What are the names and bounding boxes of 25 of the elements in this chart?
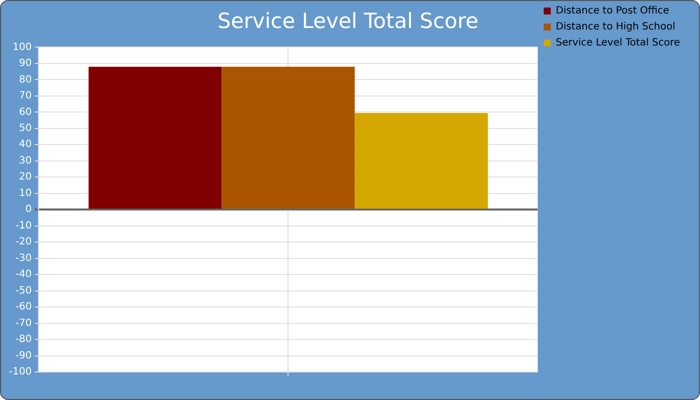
y-tick-label: -70: [15, 318, 32, 329]
legend-label: Distance to Post Office: [556, 6, 670, 17]
y-tick-label: -80: [15, 334, 32, 346]
y-tick-label: 30: [18, 155, 32, 166]
y-tick-label: -10: [15, 220, 32, 232]
y-tick-label: 90: [18, 58, 32, 70]
y-tick-label: -20: [15, 236, 32, 248]
y-tick-label: 40: [18, 139, 32, 150]
y-tick-label: 0: [25, 204, 32, 216]
y-tick-label: -100: [8, 366, 32, 378]
y-tick-label: -30: [15, 252, 32, 264]
legend-label: Distance to High School: [556, 22, 676, 33]
y-tick-label: -40: [15, 269, 32, 280]
y-tick-label: 100: [12, 42, 32, 53]
y-tick-label: 60: [18, 106, 32, 118]
y-tick-label: 50: [18, 122, 32, 134]
y-tick-label: -50: [15, 285, 32, 296]
y-tick-label: -90: [15, 350, 32, 362]
y-tick-label: 10: [18, 188, 32, 199]
y-tick-label: -60: [15, 302, 32, 313]
legend-label: Service Level Total Score: [556, 38, 680, 49]
y-tick-label: 70: [18, 90, 32, 102]
y-tick-label: 20: [18, 172, 32, 183]
y-tick-label: 80: [18, 74, 32, 86]
chart-title: Service Level Total Score: [218, 9, 478, 34]
